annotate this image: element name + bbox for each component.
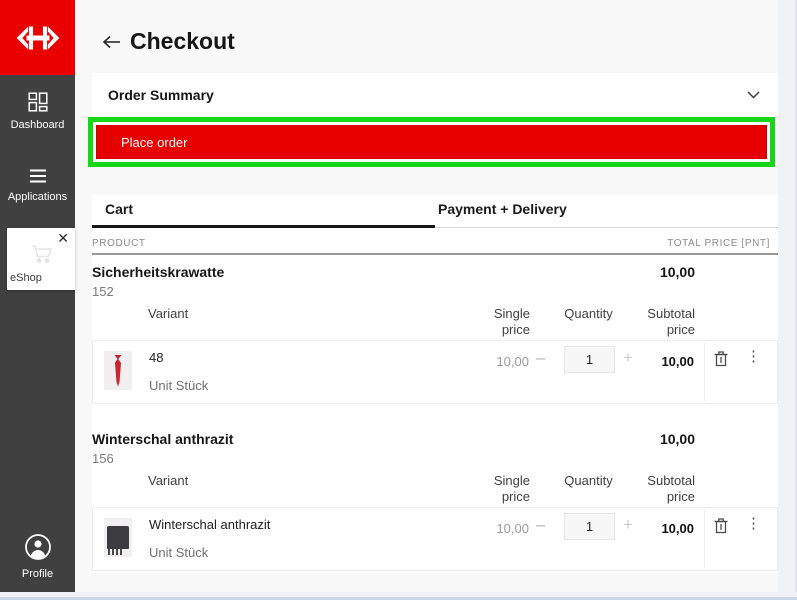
dark-scarf-thumbnail — [104, 518, 132, 557]
red-tie-thumbnail — [104, 351, 132, 390]
column-variant: Variant — [148, 306, 189, 321]
subtotal-value: 10,00 — [661, 521, 694, 536]
product-section: Sicherheitskrawatte 10,00 152 Variant Si… — [92, 255, 778, 404]
sidebar-item-profile[interactable]: Profile — [0, 533, 75, 580]
page-title: Checkout — [130, 28, 235, 54]
kebab-icon: ⋮ — [746, 348, 761, 365]
main-content: Checkout Order Summary Place order Cart … — [75, 0, 780, 592]
sbb-logo[interactable] — [0, 0, 75, 75]
more-options-button[interactable]: ⋮ — [746, 516, 761, 532]
quantity-input[interactable] — [564, 346, 615, 373]
variant-name: Winterschal anthrazit — [149, 517, 271, 532]
quantity-increase-button[interactable]: + — [623, 348, 633, 367]
column-variant: Variant — [148, 473, 189, 488]
single-price-value: 10,00 — [496, 521, 529, 536]
arrow-left-icon — [102, 35, 120, 49]
variant-columns-header: Variant Single price Quantity Subtotal p… — [92, 471, 778, 507]
column-subtotal: Subtotal price — [647, 306, 695, 337]
sbb-double-arrow-icon — [16, 26, 59, 49]
checkout-tabs: Cart Payment + Delivery — [92, 195, 778, 228]
delete-item-button[interactable] — [713, 517, 729, 539]
variant-unit: Unit Stück — [149, 378, 209, 393]
tab-payment-delivery[interactable]: Payment + Delivery — [435, 195, 778, 228]
annotation-highlight-box: Place order — [88, 117, 775, 167]
product-name: Sicherheitskrawatte — [92, 264, 225, 280]
sidebar-item-label: eShop — [10, 272, 42, 284]
product-section: Winterschal anthrazit 10,00 156 Variant … — [92, 422, 778, 571]
column-single-price: Single price — [493, 306, 530, 337]
sidebar-item-applications[interactable]: Applications — [0, 168, 75, 203]
quantity-decrease-button[interactable]: – — [536, 515, 546, 534]
delete-item-button[interactable] — [713, 350, 729, 372]
product-total: 10,00 — [659, 264, 695, 280]
window-bottom-gutter — [0, 592, 797, 600]
actions-divider — [704, 343, 705, 401]
column-single-price: Single price — [493, 473, 530, 504]
variant-unit: Unit Stück — [149, 545, 209, 560]
place-order-button[interactable]: Place order — [96, 125, 767, 159]
sidebar-item-eshop[interactable]: ✕ eShop — [7, 228, 75, 290]
column-quantity: Quantity — [564, 306, 613, 321]
product-code: 156 — [92, 451, 114, 466]
more-options-button[interactable]: ⋮ — [746, 349, 761, 365]
variant-columns-header: Variant Single price Quantity Subtotal p… — [92, 304, 778, 340]
dashboard-grid-icon — [27, 92, 48, 112]
back-button[interactable] — [102, 35, 121, 54]
product-name: Winterschal anthrazit — [92, 431, 234, 447]
menu-icon — [29, 169, 46, 183]
sidebar-item-dashboard[interactable]: Dashboard — [0, 92, 75, 131]
cart-icon — [32, 245, 53, 263]
sidebar-item-label: Profile — [21, 568, 54, 580]
column-subtotal: Subtotal price — [647, 473, 695, 504]
close-icon[interactable]: ✕ — [57, 230, 69, 246]
trash-icon — [714, 351, 728, 367]
sidebar-item-label: Applications — [7, 191, 68, 203]
window-right-gutter — [778, 0, 797, 600]
sidebar: Dashboard Applications ✕ eShop — [0, 0, 75, 592]
cart-item-row: Winterschal anthrazit Unit Stück 10,00 –… — [92, 507, 778, 571]
person-icon — [24, 534, 51, 560]
variant-name: 48 — [149, 350, 164, 365]
actions-divider — [704, 510, 705, 568]
tab-cart[interactable]: Cart — [92, 195, 435, 228]
quantity-decrease-button[interactable]: – — [536, 348, 546, 367]
column-product: PRODUCT — [92, 238, 146, 249]
quantity-increase-button[interactable]: + — [623, 515, 633, 534]
subtotal-value: 10,00 — [661, 354, 694, 369]
single-price-value: 10,00 — [496, 354, 529, 369]
quantity-input[interactable] — [564, 513, 615, 540]
chevron-down-icon[interactable] — [747, 91, 760, 99]
product-total: 10,00 — [659, 431, 695, 447]
column-total-price: TOTAL PRICE [PNT] — [667, 238, 770, 249]
product-code: 152 — [92, 284, 114, 299]
order-summary-title: Order Summary — [108, 87, 214, 103]
column-quantity: Quantity — [564, 473, 613, 488]
trash-icon — [714, 518, 728, 534]
sidebar-item-label: Dashboard — [10, 119, 65, 131]
cart-table-header: PRODUCT TOTAL PRICE [PNT] — [92, 228, 778, 255]
order-summary-expander[interactable]: Order Summary — [92, 73, 778, 117]
kebab-icon: ⋮ — [746, 515, 761, 532]
cart-panel: Cart Payment + Delivery PRODUCT TOTAL PR… — [92, 195, 778, 573]
cart-item-row: 48 Unit Stück 10,00 – + 10,00 — [92, 340, 778, 404]
